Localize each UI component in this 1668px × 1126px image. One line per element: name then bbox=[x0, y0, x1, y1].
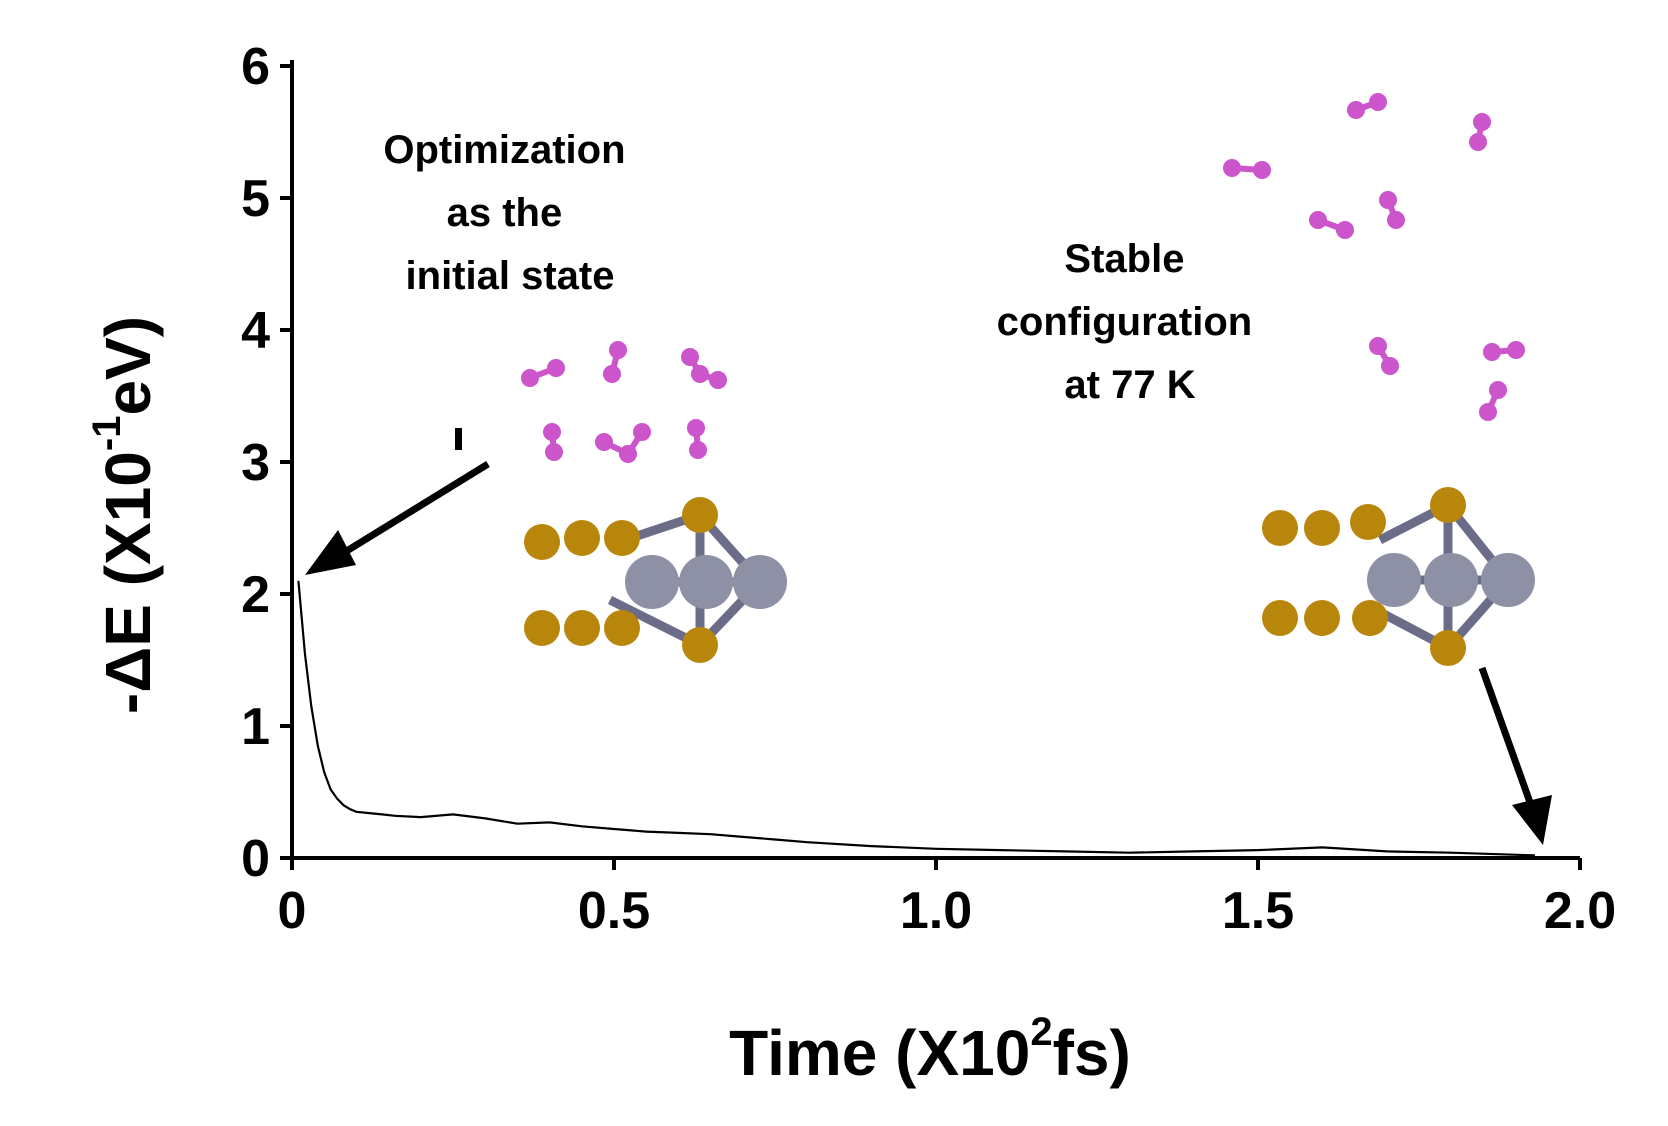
substrate-atoms-initial bbox=[524, 497, 718, 663]
y-tick-label: 1 bbox=[241, 698, 270, 756]
annotation-initial-line-2: as the bbox=[447, 191, 563, 235]
x-tick-label: 1.0 bbox=[900, 882, 972, 940]
annotation-tick-mark bbox=[455, 428, 462, 450]
molecules-stable bbox=[1223, 93, 1525, 421]
x-axis-title-sup: 2 bbox=[1030, 1010, 1052, 1054]
substrate-atoms-stable bbox=[1262, 487, 1466, 666]
x-tick-label: 2.0 bbox=[1544, 882, 1616, 940]
y-tick-label: 4 bbox=[241, 302, 270, 360]
annotation-stable-line-2: configuration bbox=[997, 300, 1253, 344]
structure-initial bbox=[521, 341, 787, 663]
molecules-initial bbox=[521, 341, 727, 463]
x-axis-title-unit: fs) bbox=[1053, 1017, 1131, 1089]
energy-line bbox=[297, 580, 1535, 857]
y-tick-label: 2 bbox=[241, 566, 270, 624]
arrow-to-initial bbox=[305, 461, 490, 575]
x-axis-title-text: Time (X10 bbox=[729, 1017, 1030, 1089]
annotation-initial-line-1: Optimization bbox=[383, 128, 625, 172]
axis-ticks: 0 0.5 1.0 1.5 2.0 0 1 2 3 4 5 6 bbox=[241, 38, 1616, 940]
y-axis-title-sup: -1 bbox=[85, 416, 129, 452]
y-tick-label: 6 bbox=[241, 38, 270, 96]
annotation-initial-line-3: initial state bbox=[406, 254, 615, 298]
arrow-to-stable bbox=[1478, 666, 1552, 845]
x-axis-title: Time (X102fs) bbox=[729, 1010, 1131, 1089]
structure-stable bbox=[1223, 93, 1535, 666]
y-tick-label: 0 bbox=[241, 830, 270, 888]
annotation-stable-line-1: Stable bbox=[1064, 237, 1184, 281]
metal-atoms-stable bbox=[1367, 553, 1535, 607]
x-tick-label: 0.5 bbox=[578, 882, 650, 940]
annotation-initial: Optimization as the initial state bbox=[383, 128, 636, 298]
y-axis-title-text: -ΔE (X10 bbox=[92, 451, 164, 714]
y-axis-title: -ΔE (X10-1eV) bbox=[85, 316, 164, 714]
x-tick-label: 0 bbox=[278, 882, 307, 940]
x-tick-label: 1.5 bbox=[1222, 882, 1294, 940]
y-axis-title-unit: eV) bbox=[92, 316, 164, 416]
y-tick-label: 5 bbox=[241, 170, 270, 228]
metal-atoms-initial bbox=[625, 555, 787, 609]
y-tick-label: 3 bbox=[241, 434, 270, 492]
annotation-stable: Stable configuration at 77 K bbox=[997, 237, 1264, 407]
annotation-stable-line-3: at 77 K bbox=[1064, 363, 1195, 407]
